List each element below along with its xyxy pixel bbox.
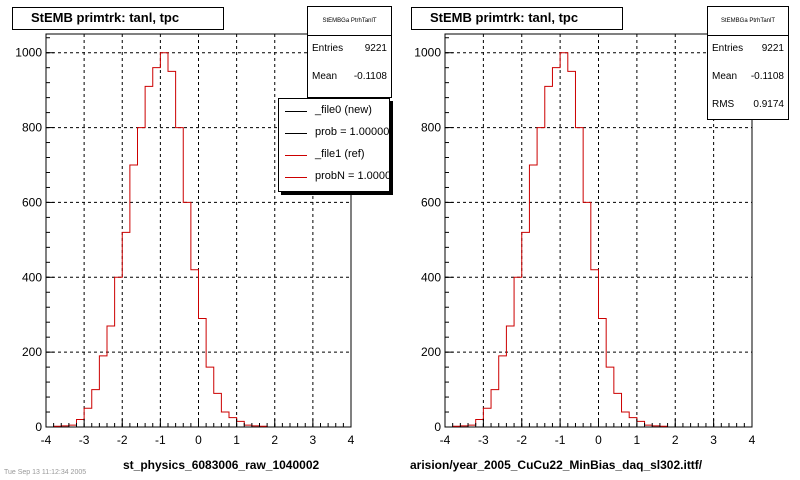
y-tick-label: 400 (22, 270, 42, 284)
legend-label-file1: _file1 (ref) (315, 148, 365, 160)
x-tick-label: -4 (440, 433, 451, 447)
panel2-caption: arision/year_2005_CuCu22_MinBias_daq_sl3… (410, 458, 703, 472)
legend-entry-file0: _file0 (new) (279, 101, 389, 123)
legend-line-file0 (285, 111, 307, 112)
x-tick-label: 1 (634, 433, 641, 447)
x-tick-label: 0 (595, 433, 602, 447)
x-tick-label: 2 (271, 433, 278, 447)
legend-entry-probn: probN = 1.000000 (279, 167, 389, 189)
x-tick-label: -3 (478, 433, 489, 447)
y-tick-label: 200 (421, 345, 441, 359)
panel1-stats-entries: Entries 9221 (312, 42, 387, 56)
plot-frame (45, 33, 352, 428)
x-tick-label: 4 (749, 433, 756, 447)
panel1-title-text: StEMB primtrk: tanl, tpc (31, 10, 180, 25)
panel2-stats-name: StEMBGa PtrhTanlT (708, 7, 788, 36)
stats-rms-label: RMS (712, 99, 735, 110)
x-tick-label: 3 (710, 433, 717, 447)
stats-entries-label: Entries (312, 43, 344, 54)
x-tick-label: -1 (555, 433, 566, 447)
legend-entry-prob: prob = 1.000000 (279, 123, 389, 145)
y-tick-label: 600 (421, 195, 441, 209)
x-tick-label: 4 (348, 433, 355, 447)
panel1-title: StEMB primtrk: tanl, tpc (12, 7, 224, 30)
y-tick-label: 200 (22, 345, 42, 359)
plot-frame (444, 33, 753, 428)
stats-entries-label: Entries (712, 43, 744, 54)
x-tick-label: 3 (310, 433, 317, 447)
panel2-title-text: StEMB primtrk: tanl, tpc (430, 10, 579, 25)
legend-label-probn: probN = 1.000000 (315, 170, 390, 182)
panel1-stats-mean: Mean -0.1108 (312, 70, 387, 84)
stats-entries-value: 9221 (364, 43, 387, 54)
panel2-stats-entries: Entries 9221 (712, 42, 784, 56)
legend-line-probn (285, 177, 307, 178)
legend-line-prob (285, 133, 307, 134)
x-tick-label: 1 (233, 433, 240, 447)
panel1-legend: _file0 (new) prob = 1.000000 _file1 (ref… (278, 98, 390, 192)
stats-mean-label: Mean (712, 71, 738, 82)
x-tick-label: 0 (195, 433, 202, 447)
stats-rms-value: 0.9174 (753, 99, 784, 110)
y-tick-label: 0 (434, 420, 441, 434)
x-tick-label: -4 (41, 433, 52, 447)
legend-label-file0: _file0 (new) (315, 104, 372, 116)
histogram-series (53, 52, 268, 427)
x-tick-label: -2 (516, 433, 527, 447)
stats-mean-value: -0.1108 (353, 71, 387, 82)
y-tick-label: 0 (35, 420, 42, 434)
y-tick-label: 600 (22, 195, 42, 209)
y-tick-label: 1000 (414, 46, 441, 60)
legend-line-file1 (285, 155, 307, 156)
y-tick-label: 400 (421, 270, 441, 284)
stats-entries-value: 9221 (761, 43, 784, 54)
x-tick-label: -1 (155, 433, 166, 447)
histogram-series (452, 52, 669, 427)
x-tick-label: -2 (117, 433, 128, 447)
panel1-stats-name: StEMBGa PtrhTanlT (308, 7, 391, 36)
y-tick-label: 1000 (15, 46, 42, 60)
panel1-caption: st_physics_6083006_raw_1040002 (123, 458, 320, 472)
panel2-title: StEMB primtrk: tanl, tpc (411, 7, 623, 30)
stats-mean-value: -0.1108 (750, 71, 784, 82)
legend-entry-file1: _file1 (ref) (279, 145, 389, 167)
panel2-stats-rms: RMS 0.9174 (712, 98, 784, 112)
y-tick-label: 800 (421, 121, 441, 135)
panel2-stats-box: StEMBGa PtrhTanlT Entries 9221 Mean -0.1… (707, 6, 789, 120)
panel1-stats-box: StEMBGa PtrhTanlT Entries 9221 Mean -0.1… (307, 6, 392, 98)
y-tick-label: 800 (22, 121, 42, 135)
footer-timestamp: Tue Sep 13 11:12:34 2005 (4, 469, 87, 476)
stats-mean-label: Mean (312, 71, 338, 82)
legend-label-prob: prob = 1.000000 (315, 126, 390, 138)
panel2-stats-mean: Mean -0.1108 (712, 70, 784, 84)
x-tick-label: 2 (672, 433, 679, 447)
x-tick-label: -3 (79, 433, 90, 447)
